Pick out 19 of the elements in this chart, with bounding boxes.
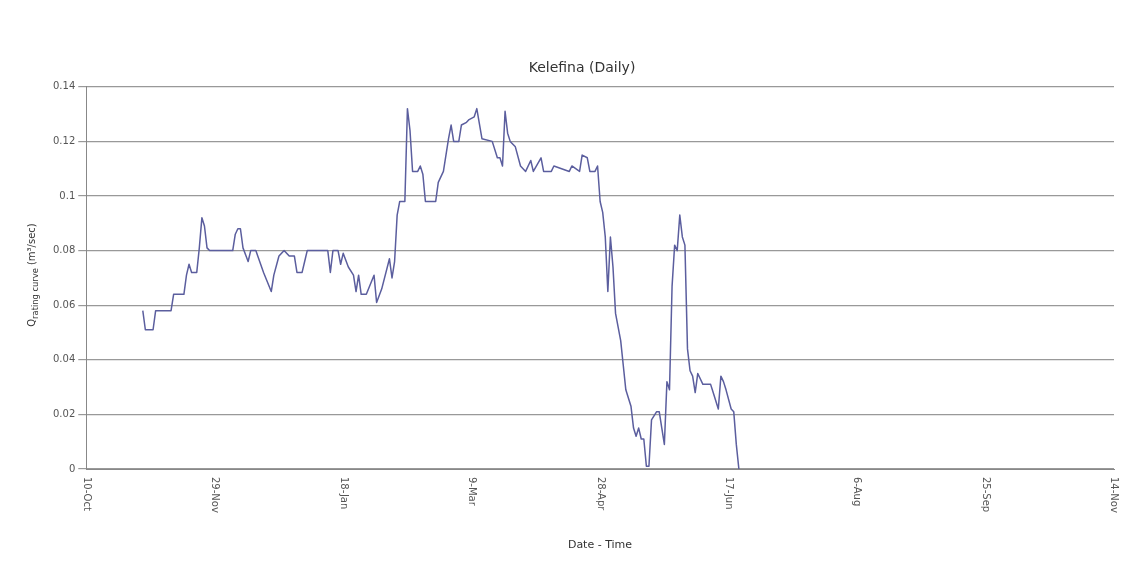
x-tick-label: 14-Nov bbox=[1109, 477, 1121, 513]
x-tick-label: 28-Apr bbox=[595, 477, 607, 512]
y-tick-label: 0.12 bbox=[53, 134, 76, 146]
y-tick-label: 0.04 bbox=[53, 353, 76, 365]
y-tick-label: 0.14 bbox=[53, 80, 76, 92]
y-tick-label: 0.06 bbox=[53, 298, 76, 310]
x-tick-label: 17-Jun bbox=[724, 477, 736, 510]
chart-title: Kelefina (Daily) bbox=[528, 59, 636, 76]
x-tick-label: 18-Jan bbox=[338, 477, 350, 510]
y-tick-label: 0.02 bbox=[53, 407, 76, 419]
y-tick-label: 0.1 bbox=[59, 189, 76, 201]
y-tick-label: 0.08 bbox=[53, 244, 76, 256]
y-tick-label: 0 bbox=[68, 462, 76, 474]
x-tick-label: 25-Sep bbox=[980, 477, 992, 513]
x-axis-title: Date - Time bbox=[567, 538, 633, 551]
x-tick-label: 9-Mar bbox=[467, 477, 479, 507]
x-tick-label: 29-Nov bbox=[210, 477, 222, 513]
x-tick-label: 6-Aug bbox=[852, 477, 864, 507]
x-tick-label: 10-Oct bbox=[81, 477, 93, 511]
